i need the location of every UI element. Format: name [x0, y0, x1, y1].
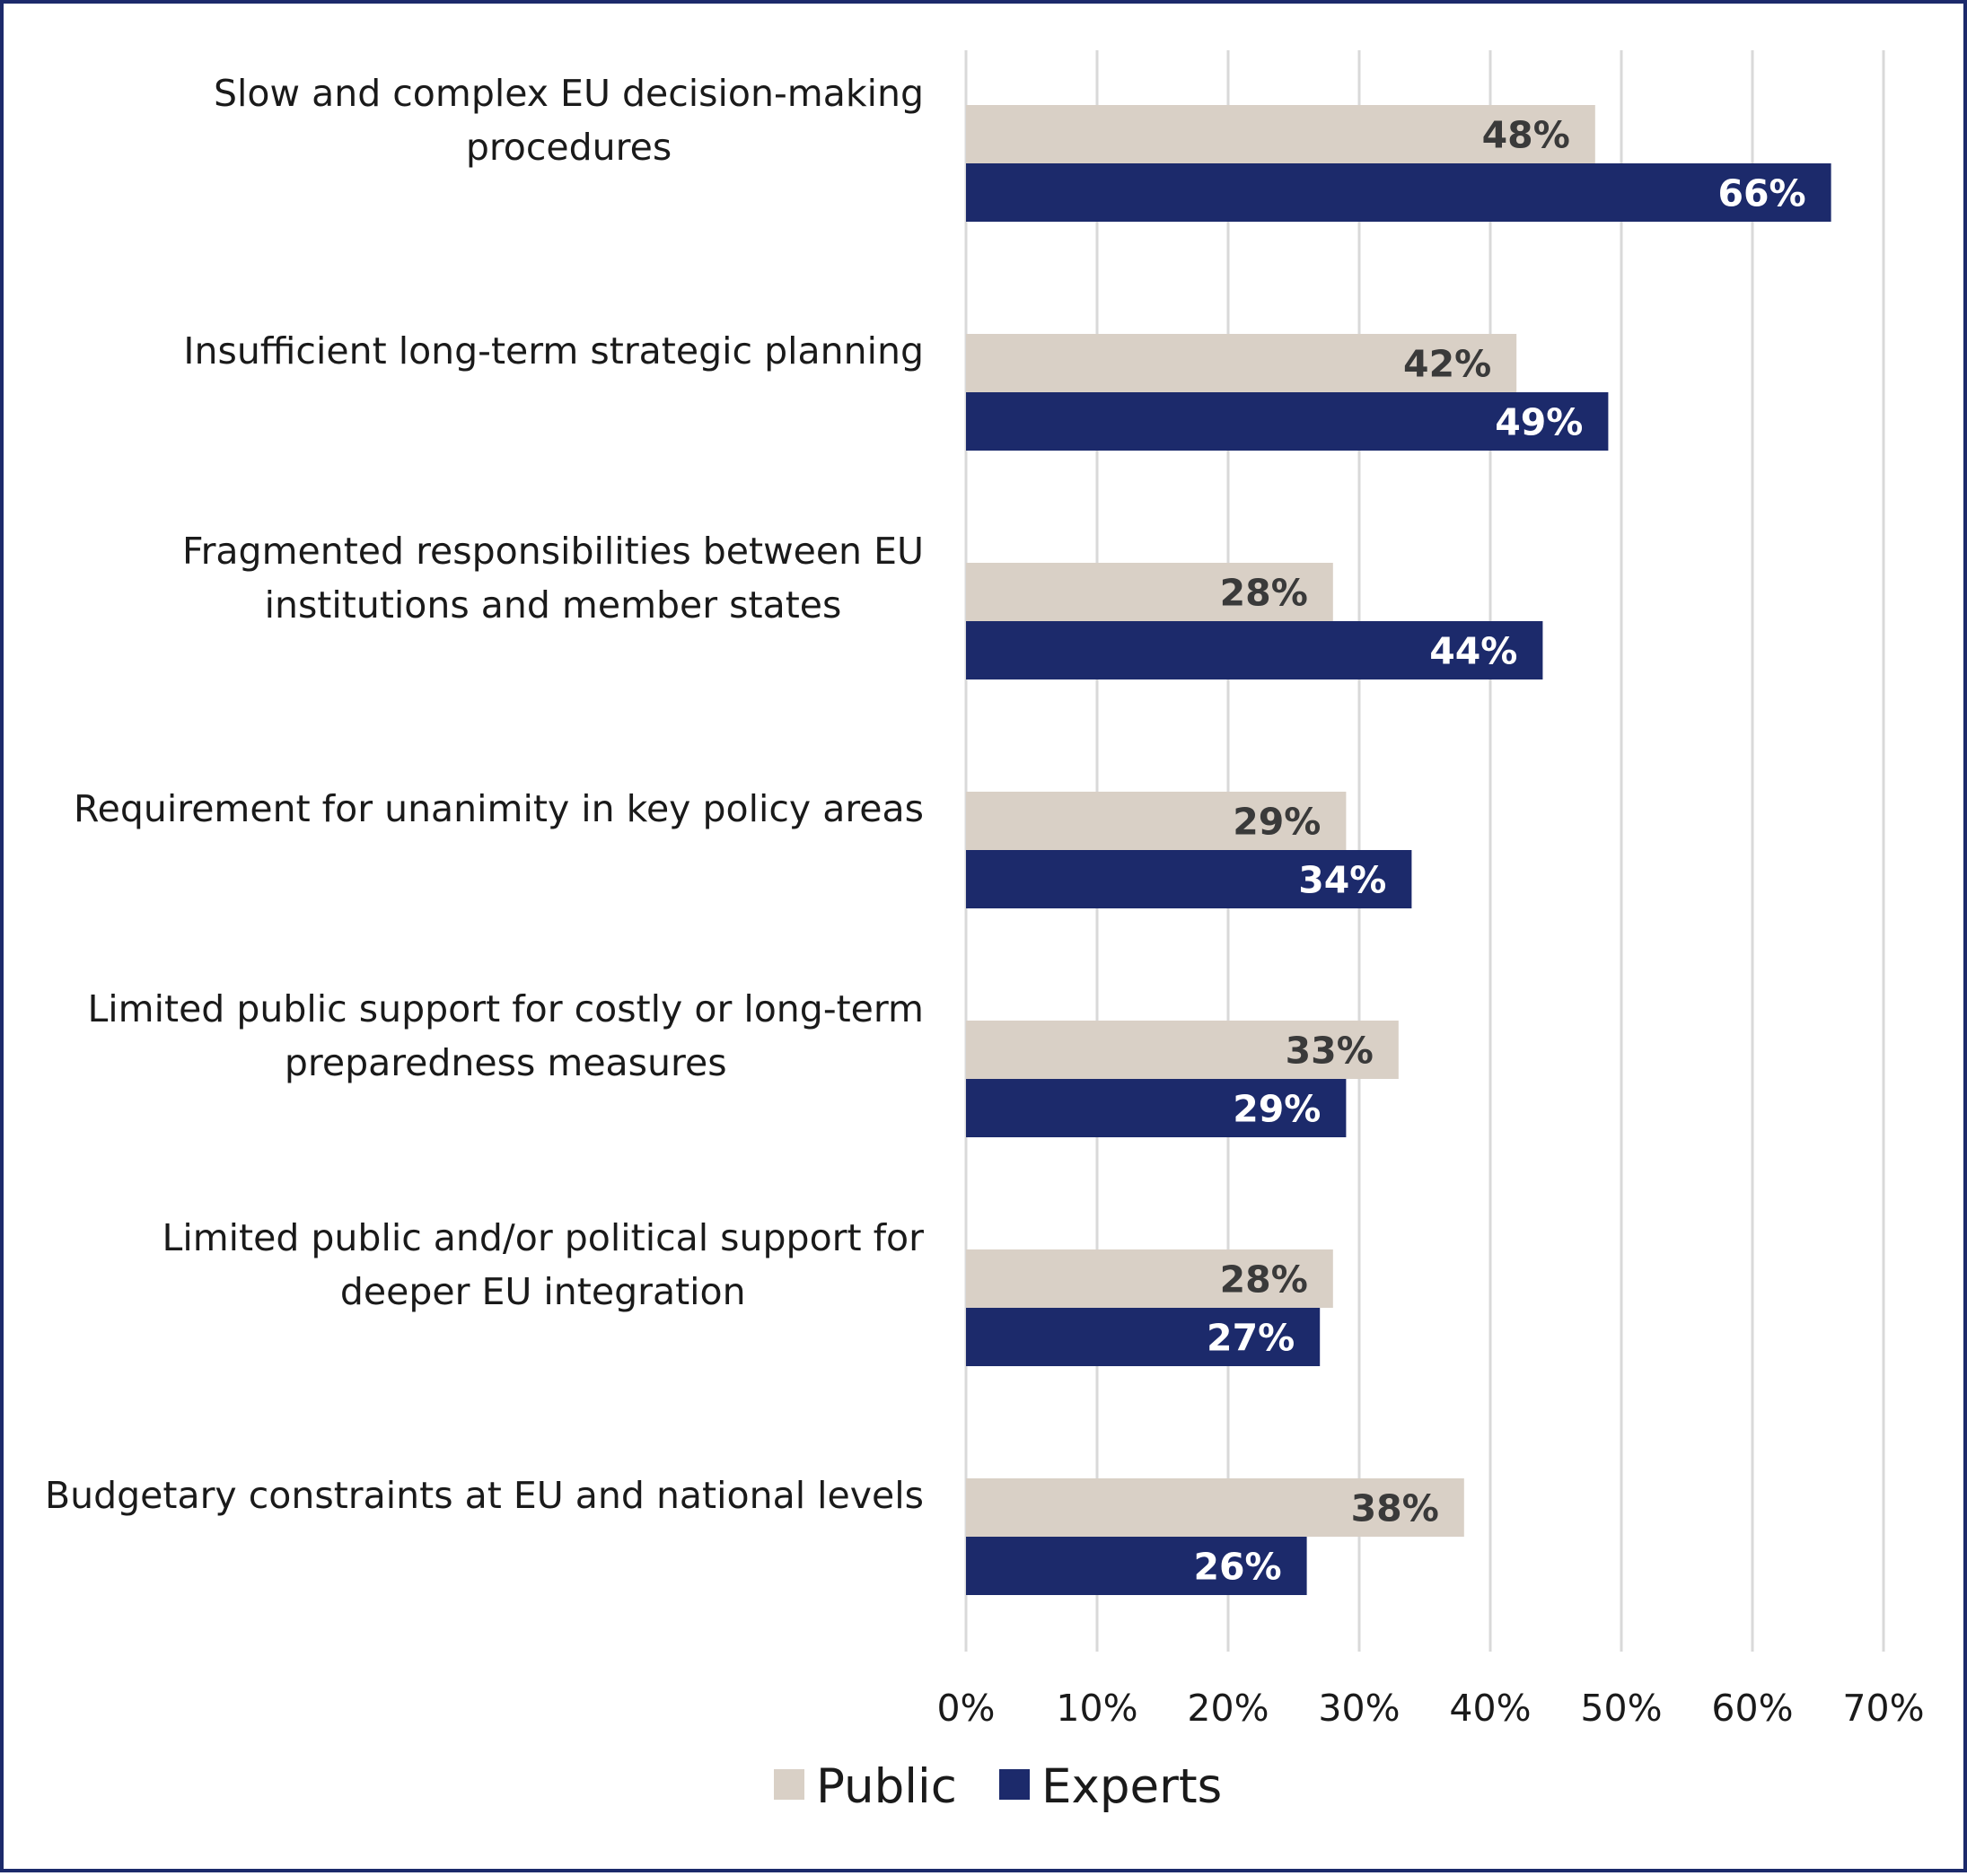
x-tick-label: 40% — [1449, 1687, 1531, 1730]
data-label-experts: 44% — [1429, 630, 1517, 673]
category-label-line: preparedness measures — [285, 1041, 727, 1084]
bar-public — [966, 334, 1517, 392]
legend-swatch-public — [774, 1769, 804, 1800]
bar-public — [966, 563, 1333, 621]
bar-chart: 48% 66% 42%49% 28% 44% 29% 34% 33% 29% 28% 27% 38% 2… — [45, 50, 1925, 1814]
category-label-line: Fragmented responsibilities between EU — [182, 530, 924, 573]
bar-public — [966, 1249, 1333, 1308]
bar-experts — [966, 163, 1831, 222]
legend-label-experts: Experts — [1041, 1759, 1222, 1814]
category-label-line: Limited public and/or political support … — [162, 1216, 924, 1259]
bar-public — [966, 105, 1595, 163]
bars: 48% 66% 42%49% 28% 44% 29% 34% 33% 29% 28% 27% 38% 2… — [966, 105, 1831, 1595]
bar-experts — [966, 850, 1412, 908]
x-axis-ticks: 0% 10% 20% 30% 40% 50% 60% 70% — [936, 1687, 1924, 1730]
data-label-public: 28% — [1220, 1258, 1308, 1302]
bar-experts — [966, 621, 1543, 679]
category-labels: Slow and complex EU decision-making proce… — [45, 72, 924, 1517]
x-tick-label: 50% — [1580, 1687, 1662, 1730]
legend-swatch-experts — [999, 1769, 1030, 1800]
data-label-public: 28% — [1220, 572, 1308, 615]
category-label: Budgetary constraints at EU and national… — [45, 1474, 924, 1517]
legend: Public Experts — [774, 1759, 1222, 1814]
x-tick-label: 10% — [1056, 1687, 1137, 1730]
category-label-line: Limited public support for costly or lon… — [87, 987, 924, 1030]
bar-public — [966, 1478, 1464, 1537]
bar-experts — [966, 1537, 1307, 1595]
data-label-experts: 29% — [1233, 1088, 1321, 1131]
category-label-line: institutions and member states — [265, 583, 842, 627]
x-tick-label: 70% — [1842, 1687, 1924, 1730]
category-label-line: procedures — [466, 126, 672, 169]
data-label-experts: 49% — [1495, 401, 1583, 444]
category-label: Fragmented responsibilities between EU in… — [182, 530, 924, 627]
legend-label-public: Public — [816, 1759, 957, 1814]
data-label-experts: 26% — [1193, 1546, 1281, 1589]
x-tick-label: 20% — [1187, 1687, 1269, 1730]
bar-experts — [966, 392, 1609, 451]
category-label: Limited public and/or political support … — [162, 1216, 924, 1313]
data-label-experts: 27% — [1207, 1317, 1295, 1360]
category-label-line: Slow and complex EU decision-making — [214, 72, 924, 115]
data-label-experts: 34% — [1298, 859, 1386, 902]
data-label-public: 48% — [1482, 114, 1570, 157]
bar-public — [966, 1021, 1399, 1079]
data-label-public: 33% — [1286, 1030, 1374, 1073]
data-label-public: 42% — [1403, 343, 1491, 386]
x-tick-label: 30% — [1318, 1687, 1400, 1730]
category-label: Slow and complex EU decision-making proce… — [214, 72, 924, 169]
bar-experts — [966, 1079, 1347, 1137]
bar-public — [966, 792, 1347, 850]
category-label-line: deeper EU integration — [340, 1270, 746, 1313]
data-label-experts: 66% — [1717, 172, 1805, 215]
category-label: Limited public support for costly or lon… — [87, 987, 924, 1084]
data-label-public: 38% — [1351, 1487, 1439, 1530]
data-label-public: 29% — [1233, 801, 1321, 844]
bar-experts — [966, 1308, 1321, 1366]
x-tick-label: 60% — [1711, 1687, 1793, 1730]
category-label: Requirement for unanimity in key policy … — [74, 787, 924, 830]
category-label: Insufficient long-term strategic plannin… — [183, 329, 924, 373]
x-tick-label: 0% — [936, 1687, 995, 1730]
